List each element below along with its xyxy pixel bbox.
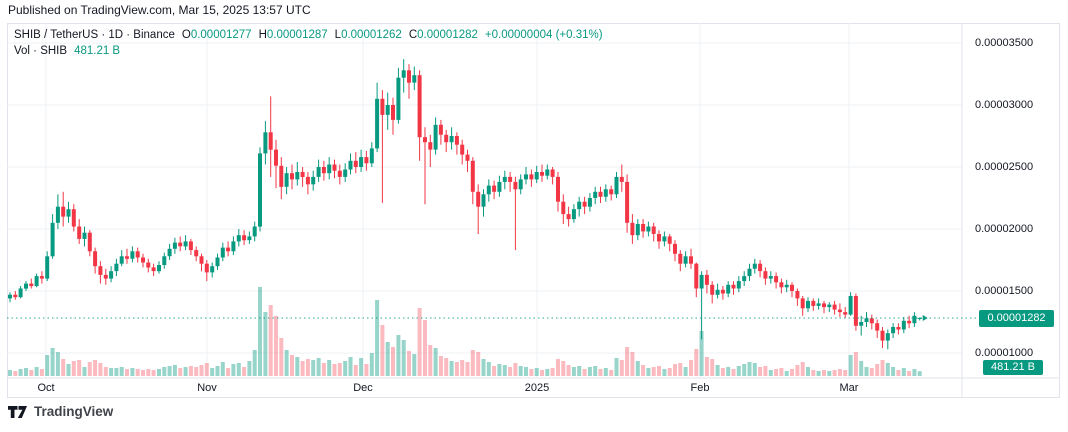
volume-legend-row: Vol · SHIB 481.21 B [14, 45, 120, 57]
chart-frame [7, 23, 1060, 398]
last-price-line-layer [7, 315, 978, 322]
time-tick-label: Mar [839, 382, 859, 394]
low-value: 0.00001262 [341, 29, 402, 41]
price-tick-label: 0.00001500 [975, 284, 1034, 297]
time-tick-label: Nov [197, 382, 217, 394]
price-tick-label: 0.00001000 [975, 346, 1034, 359]
last-price-badge: 0.00001282 [979, 309, 1054, 327]
last-volume-badge: 481.21 B [983, 360, 1043, 375]
high-value: 0.00001287 [266, 29, 328, 41]
candles-layer [8, 59, 922, 350]
time-tick-label: Dec [353, 382, 373, 394]
volume-value: 481.21 B [74, 45, 121, 57]
open-label: O [181, 29, 191, 41]
grid-layer [7, 23, 1060, 398]
change-value: +0.00000004 (+0.31%) [484, 29, 603, 41]
tradingview-logo-icon [8, 405, 27, 418]
volume-bars-layer [8, 287, 922, 376]
close-label: C [408, 29, 418, 41]
open-value: 0.00001277 [190, 29, 252, 41]
low-label: L [334, 29, 342, 41]
tradingview-logo-text: TradingView [34, 404, 114, 419]
price-tick-label: 0.00003500 [975, 36, 1034, 49]
published-note: Published on TradingView.com, Mar 15, 20… [8, 3, 311, 17]
price-tick-label: 0.00002000 [975, 222, 1034, 235]
chart-legend-row: SHIB / TetherUS · 1D · Binance O0.0000127… [14, 29, 603, 41]
close-value: 0.00001282 [417, 29, 478, 41]
price-tick-label: 0.00002500 [975, 160, 1034, 173]
symbol-title: SHIB / TetherUS · 1D · Binance [14, 29, 175, 41]
price-tick-label: 0.00003000 [975, 98, 1034, 111]
time-tick-label: Oct [37, 382, 55, 394]
time-tick-label: 2025 [524, 382, 550, 394]
tradingview-logo-link[interactable]: TradingView [8, 404, 113, 419]
high-label: H [258, 29, 267, 41]
time-tick-label: Feb [690, 382, 710, 394]
volume-label: Vol · SHIB [14, 45, 68, 57]
